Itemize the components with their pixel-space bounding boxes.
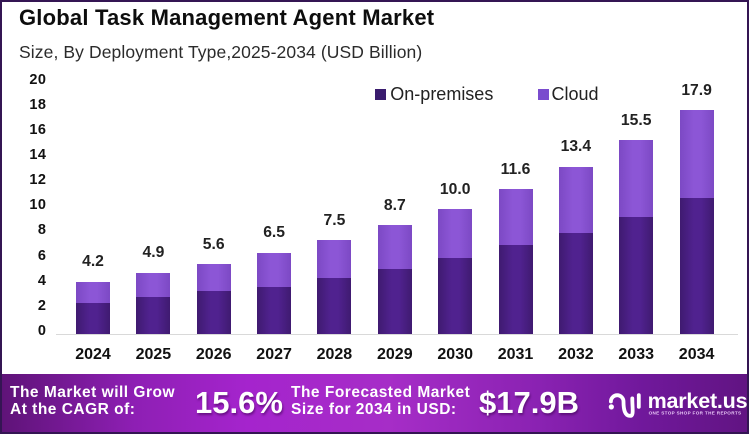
svg-text:ONE STOP SHOP FOR THE REPORTS: ONE STOP SHOP FOR THE REPORTS bbox=[649, 411, 742, 416]
svg-text:market.us: market.us bbox=[648, 389, 748, 413]
